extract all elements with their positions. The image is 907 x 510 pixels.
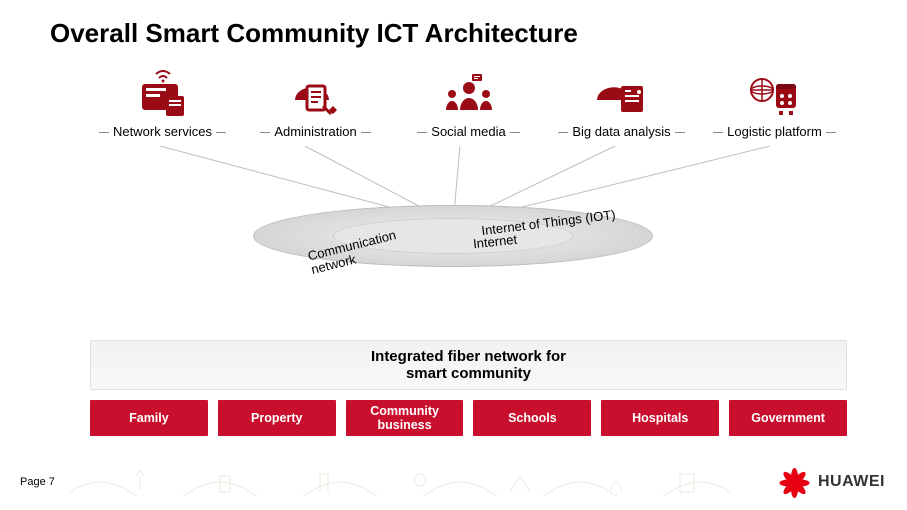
- network-services-icon: [132, 70, 194, 118]
- icon-label: Network services: [113, 124, 212, 139]
- icon-administration: Administration: [243, 70, 388, 139]
- icon-social-media: Social media: [396, 70, 541, 139]
- icon-network-services: Network services: [90, 70, 235, 139]
- top-icon-row: Network services Administration: [90, 70, 847, 139]
- administration-icon: [285, 70, 347, 118]
- bottom-box-row: Family Property Community business Schoo…: [90, 400, 847, 436]
- icon-label: Logistic platform: [727, 124, 822, 139]
- box-schools: Schools: [473, 400, 591, 436]
- slide-title: Overall Smart Community ICT Architecture: [50, 18, 578, 49]
- disc-stack: Communication network Internet Internet …: [253, 205, 653, 335]
- brand-name: HUAWEI: [818, 473, 885, 491]
- big-data-icon: [591, 70, 653, 118]
- icon-label: Administration: [274, 124, 356, 139]
- icon-label: Big data analysis: [572, 124, 670, 139]
- social-media-icon: [438, 70, 500, 118]
- fiber-band-title: Integrated fiber network forsmart commun…: [371, 348, 566, 383]
- footer-doodle: [70, 462, 770, 496]
- box-property: Property: [218, 400, 336, 436]
- icon-big-data: Big data analysis: [549, 70, 694, 139]
- logistic-platform-icon: [744, 70, 806, 118]
- page-number: Page 7: [20, 476, 55, 488]
- fiber-band: Integrated fiber network forsmart commun…: [90, 340, 847, 390]
- icon-label: Social media: [431, 124, 505, 139]
- brand-logo: HUAWEI: [778, 468, 885, 496]
- huawei-petals-icon: [778, 468, 812, 496]
- box-government: Government: [729, 400, 847, 436]
- box-hospitals: Hospitals: [601, 400, 719, 436]
- box-family: Family: [90, 400, 208, 436]
- box-community: Community business: [346, 400, 464, 436]
- icon-logistic-platform: Logistic platform: [702, 70, 847, 139]
